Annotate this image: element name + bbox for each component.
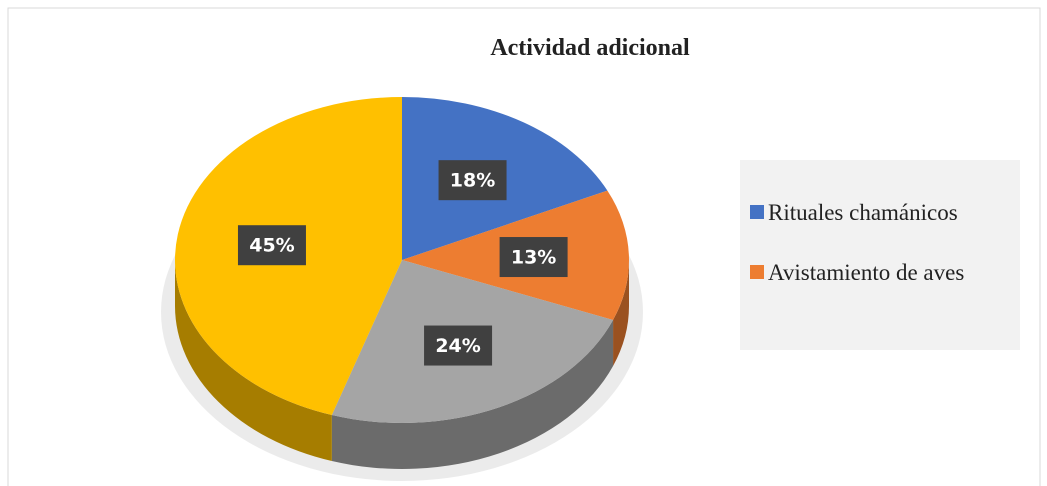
slice-side bbox=[613, 260, 629, 367]
legend-item: Avistamiento de aves bbox=[750, 258, 1014, 288]
legend: Rituales chamánicos Avistamiento de aves bbox=[740, 160, 1020, 350]
slice-side bbox=[175, 260, 332, 462]
legend-label: Rituales chamánicos bbox=[768, 200, 958, 225]
legend-item: Rituales chamánicos bbox=[750, 198, 1014, 228]
data-label: 18% bbox=[450, 170, 495, 192]
data-label-box bbox=[424, 325, 493, 366]
data-label-box bbox=[237, 225, 306, 266]
legend-swatch bbox=[750, 205, 764, 219]
data-label-box bbox=[438, 160, 507, 201]
data-label: 24% bbox=[435, 335, 480, 357]
data-label: 45% bbox=[249, 235, 294, 257]
data-label: 13% bbox=[511, 247, 556, 269]
chart-title: Actividad adicional bbox=[490, 35, 690, 61]
slice-side bbox=[331, 320, 614, 469]
chart-frame bbox=[7, 7, 1041, 486]
legend-swatch bbox=[750, 265, 764, 279]
data-label-box bbox=[499, 237, 568, 278]
legend-label: Avistamiento de aves bbox=[768, 260, 965, 285]
